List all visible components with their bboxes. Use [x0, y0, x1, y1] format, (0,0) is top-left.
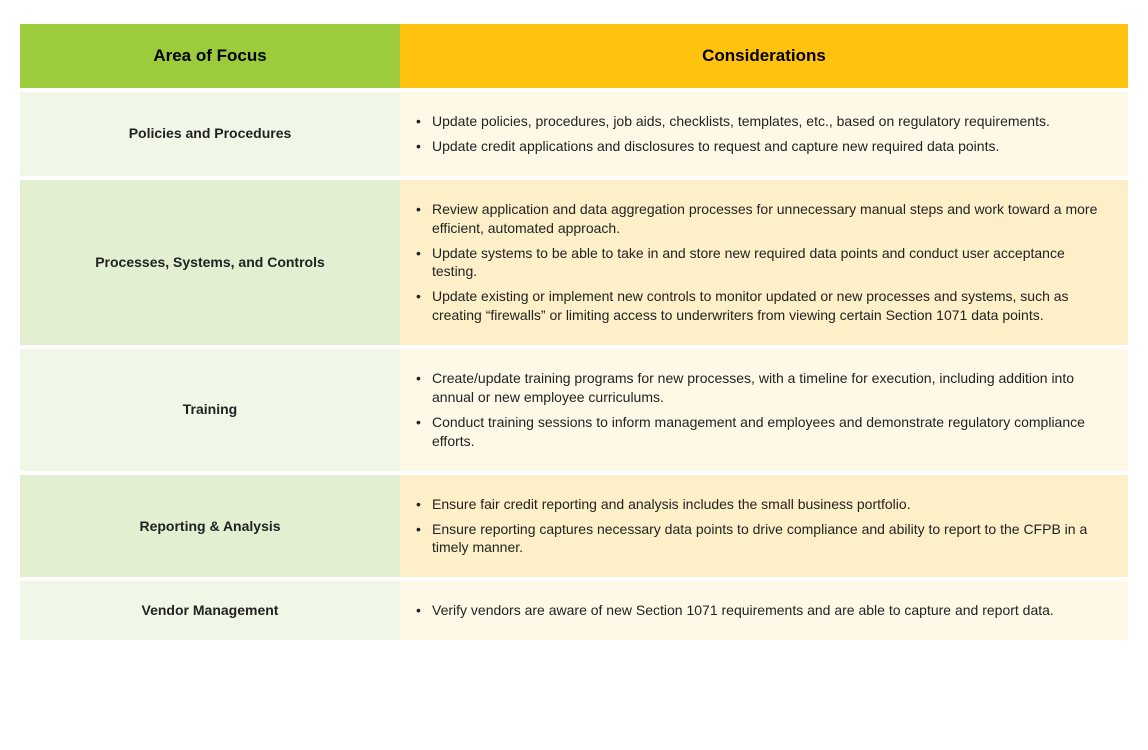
- header-area-of-focus: Area of Focus: [20, 24, 400, 88]
- consideration-item: Update policies, procedures, job aids, c…: [408, 112, 1098, 131]
- consideration-item: Update credit applications and disclosur…: [408, 137, 1098, 156]
- consideration-item: Ensure fair credit reporting and analysi…: [408, 495, 1098, 514]
- compliance-table: Area of Focus Considerations Policies an…: [20, 20, 1128, 644]
- considerations-cell: Review application and data aggregation …: [400, 180, 1128, 345]
- table-row: TrainingCreate/update training programs …: [20, 349, 1128, 471]
- considerations-list: Review application and data aggregation …: [408, 200, 1098, 325]
- consideration-item: Ensure reporting captures necessary data…: [408, 520, 1098, 558]
- focus-cell: Policies and Procedures: [20, 92, 400, 176]
- table-row: Reporting & Analysis Ensure fair credit r…: [20, 475, 1128, 578]
- consideration-item: Verify vendors are aware of new Section …: [408, 601, 1098, 620]
- focus-cell: Processes, Systems, and Controls: [20, 180, 400, 345]
- focus-cell: Vendor Management: [20, 581, 400, 640]
- table-body: Policies and Procedures Update policies, …: [20, 92, 1128, 640]
- header-considerations: Considerations: [400, 24, 1128, 88]
- considerations-list: Create/update training programs for new …: [408, 369, 1098, 451]
- considerations-list: Ensure fair credit reporting and analysi…: [408, 495, 1098, 558]
- considerations-list: Update policies, procedures, job aids, c…: [408, 112, 1098, 156]
- considerations-list: Verify vendors are aware of new Section …: [408, 601, 1098, 620]
- consideration-item: Conduct training sessions to inform mana…: [408, 413, 1098, 451]
- consideration-item: Review application and data aggregation …: [408, 200, 1098, 238]
- consideration-item: Create/update training programs for new …: [408, 369, 1098, 407]
- header-row: Area of Focus Considerations: [20, 24, 1128, 88]
- considerations-cell: Create/update training programs for new …: [400, 349, 1128, 471]
- considerations-cell: Verify vendors are aware of new Section …: [400, 581, 1128, 640]
- focus-cell: Reporting & Analysis: [20, 475, 400, 578]
- table-row: Vendor Management Verify vendors are awar…: [20, 581, 1128, 640]
- focus-cell: Training: [20, 349, 400, 471]
- considerations-cell: Ensure fair credit reporting and analysi…: [400, 475, 1128, 578]
- consideration-item: Update existing or implement new control…: [408, 287, 1098, 325]
- considerations-cell: Update policies, procedures, job aids, c…: [400, 92, 1128, 176]
- table-row: Policies and Procedures Update policies, …: [20, 92, 1128, 176]
- table-row: Processes, Systems, and ControlsReview a…: [20, 180, 1128, 345]
- consideration-item: Update systems to be able to take in and…: [408, 244, 1098, 282]
